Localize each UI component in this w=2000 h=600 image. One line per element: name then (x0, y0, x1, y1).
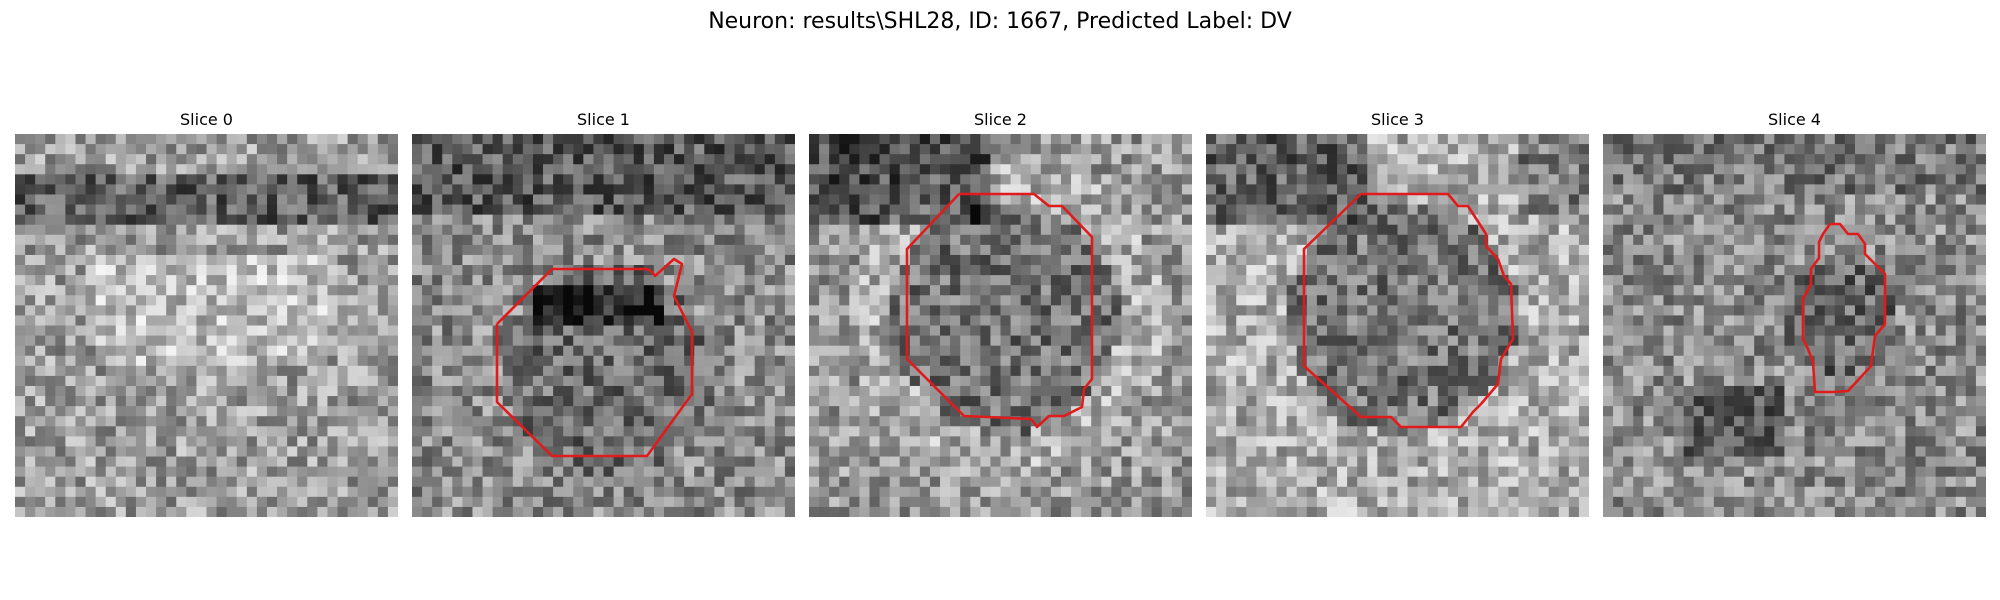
slice-panel-1: Slice 1 (412, 110, 795, 520)
slice-title: Slice 3 (1371, 110, 1424, 129)
roi-contour (1302, 192, 1515, 429)
slice-image-1 (412, 134, 795, 517)
slice-image-3 (1206, 134, 1589, 517)
roi-contour (495, 257, 694, 458)
figure-title: Neuron: results\SHL28, ID: 1667, Predict… (708, 9, 1292, 34)
slice-panel-3: Slice 3 (1206, 110, 1589, 520)
slice-image-0 (15, 134, 398, 517)
slice-panel-4: Slice 4 (1603, 110, 1986, 520)
roi-contour (1801, 222, 1887, 394)
slice-title: Slice 2 (974, 110, 1027, 129)
slice-title: Slice 4 (1768, 110, 1821, 129)
slice-image-4 (1603, 134, 1986, 517)
slice-panel-0: Slice 0 (15, 110, 398, 520)
slice-title: Slice 1 (577, 110, 630, 129)
slice-panel-2: Slice 2 (809, 110, 1192, 520)
roi-contour (905, 192, 1094, 429)
slice-image-2 (809, 134, 1192, 517)
slice-title: Slice 0 (180, 110, 233, 129)
